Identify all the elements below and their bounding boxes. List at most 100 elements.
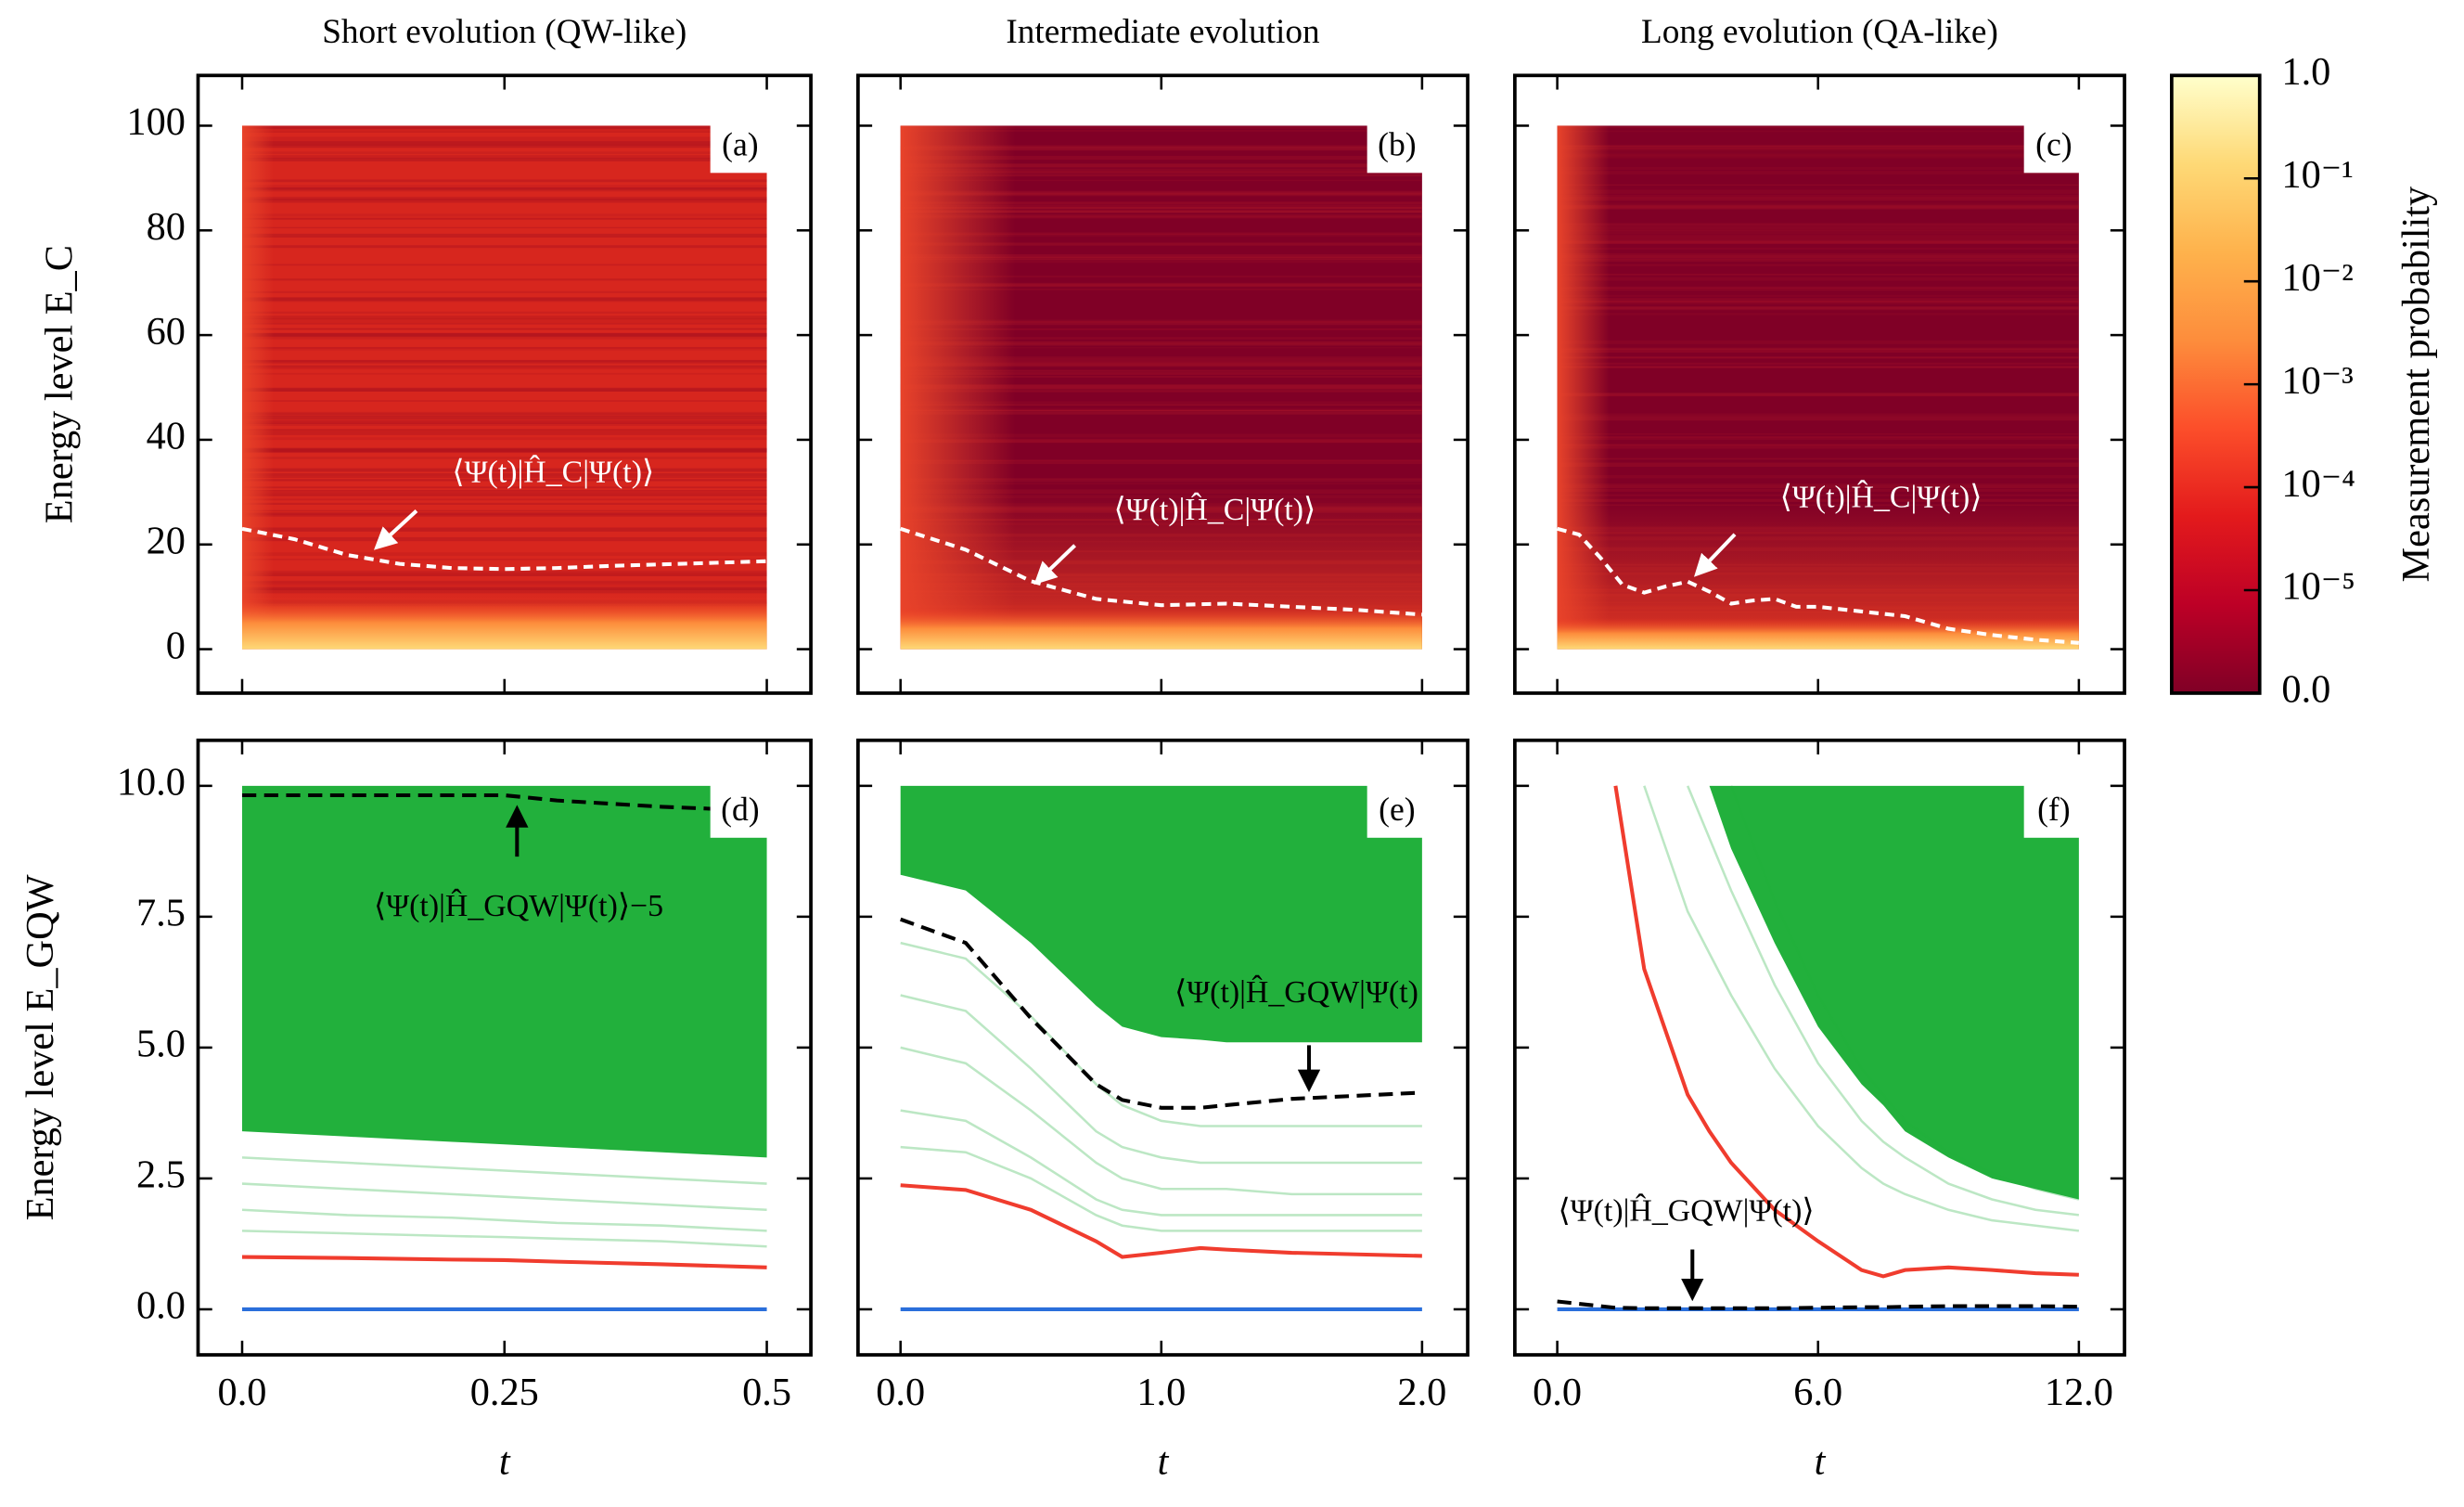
- heatmap-stripe: [241, 387, 767, 392]
- heatmap-stripe: [241, 509, 767, 512]
- heatmap-stripe: [241, 559, 767, 560]
- heatmap-stripe: [900, 328, 1422, 330]
- heatmap-stripe: [1557, 444, 2079, 449]
- heatmap-stripe: [241, 431, 767, 435]
- heatmap-stripe: [241, 198, 767, 203]
- panel-title: Intermediate evolution: [1006, 13, 1320, 51]
- heatmap-stripe: [241, 332, 767, 338]
- heatmap-stripe: [241, 437, 767, 441]
- x-axis-label: t: [1815, 1439, 1827, 1483]
- heatmap-stripe: [241, 332, 767, 338]
- heatmap-stripe: [241, 415, 767, 420]
- heatmap-stripe: [900, 375, 1422, 379]
- heatmap-stripe: [900, 372, 1422, 375]
- colorbar-tick-label: 0.0: [2281, 668, 2330, 712]
- spectrum-band: [1709, 785, 2079, 1200]
- y-tick-label: 0: [166, 624, 186, 667]
- heatmap-stripe: [1557, 255, 2079, 258]
- heatmap-stripe: [241, 264, 767, 266]
- colorbar-tick-label: 10⁻²: [2281, 256, 2353, 300]
- heatmap-stripe: [241, 278, 767, 281]
- heatmap-stripe: [1557, 301, 2079, 303]
- annotation: ⟨Ψ(t)|Ĥ_GQW|Ψ(t)⟩−5: [374, 889, 663, 923]
- heatmap-stripe: [241, 130, 767, 133]
- heatmap-stripe: [1557, 240, 2079, 244]
- expectation-curve: [900, 917, 1422, 1110]
- heatmap-stripe: [241, 570, 767, 574]
- energy-line: [900, 994, 1422, 1165]
- heatmap-stripe: [1557, 394, 2079, 396]
- energy-line: [900, 1109, 1422, 1217]
- heatmap-left: [1557, 125, 1610, 650]
- heatmap-stripe: [900, 201, 1422, 204]
- heatmap-stripe: [241, 476, 767, 478]
- heatmap-stripe: [1557, 126, 2079, 129]
- energy-line: [1729, 785, 2080, 1201]
- colorbar-tick-label: 10⁻³: [2281, 359, 2353, 403]
- heatmap-stripe: [241, 360, 767, 363]
- heatmap-stripe: [1557, 475, 2079, 479]
- heatmap-stripe: [900, 363, 1422, 367]
- heatmap-stripe: [1557, 288, 2079, 290]
- heatmap-stripe: [900, 369, 1422, 372]
- panel-label-box: [710, 119, 771, 174]
- heatmap-stripe: [241, 527, 767, 532]
- heatmap-stripe: [1557, 256, 2079, 260]
- heatmap-stripe: [241, 346, 767, 351]
- heatmap-stripe: [1557, 241, 2079, 244]
- heatmap-stripe: [241, 527, 767, 532]
- heatmap-stripe: [241, 322, 767, 325]
- annotation-arrow: [1033, 544, 1077, 586]
- heatmap-stripe: [900, 401, 1422, 406]
- heatmap-stripe: [241, 580, 767, 583]
- panel: (b) ⟨Ψ(t)|Ĥ_C|Ψ(t)⟩ Intermediate evolution: [856, 13, 1469, 695]
- heatmap-stripe: [900, 479, 1422, 483]
- heatmap-stripe: [241, 226, 767, 229]
- heatmap: [1557, 125, 2079, 650]
- heatmap-stripe: [1557, 366, 2079, 368]
- heatmap-stripe: [241, 513, 767, 517]
- heatmap-stripe: [900, 125, 1422, 129]
- heatmap-stripe: [1557, 223, 2079, 226]
- heatmap-stripe: [900, 204, 1422, 209]
- colorbar-tick-label: 10⁻¹: [2281, 153, 2353, 197]
- heatmap-stripe: [241, 497, 767, 500]
- heatmap-stripe: [900, 174, 1422, 177]
- heatmap-left: [900, 125, 1016, 650]
- heatmap-stripe: [1557, 197, 2079, 200]
- heatmap-stripe: [1557, 259, 2079, 262]
- heatmap-stripe: [241, 552, 767, 557]
- panel-label: (b): [1378, 125, 1416, 162]
- x-tick-label: 2.0: [1397, 1371, 1446, 1414]
- heatmap-stripe: [241, 179, 767, 183]
- heatmap-stripe: [241, 400, 767, 402]
- heatmap-stripe: [241, 457, 767, 459]
- heatmap-stripe: [241, 536, 767, 542]
- heatmap-stripe: [1557, 204, 2079, 209]
- plot-area: [1557, 785, 2080, 1311]
- heatmap-stripe: [1557, 356, 2079, 359]
- heatmap-band: [900, 607, 1422, 650]
- heatmap-stripe: [241, 573, 767, 576]
- y-tick-label: 100: [126, 100, 185, 144]
- heatmap-stripe: [241, 473, 767, 477]
- heatmap-stripe: [241, 494, 767, 496]
- heatmap-stripe: [1557, 199, 2079, 201]
- heatmap-band: [1557, 617, 2079, 650]
- heatmap-stripe: [1557, 252, 2079, 256]
- heatmap-stripe: [241, 151, 767, 154]
- heatmap-stripe: [241, 217, 767, 220]
- heatmap-stripe: [900, 388, 1422, 393]
- y-axis-label: Energy level E_C: [38, 245, 82, 523]
- x-axis-label: t: [1158, 1439, 1170, 1483]
- heatmap-stripe: [241, 125, 767, 130]
- heatmap-stripe: [1557, 432, 2079, 435]
- heatmap-stripe: [900, 163, 1422, 168]
- heatmap-stripe: [900, 163, 1422, 168]
- heatmap-stripe: [900, 159, 1422, 161]
- plot-area: [241, 125, 767, 650]
- colorbar-tick-label: 1.0: [2281, 50, 2330, 94]
- heatmap-stripe: [241, 492, 767, 496]
- heatmap-stripe: [1557, 298, 2079, 303]
- heatmap-stripe: [1557, 166, 2079, 171]
